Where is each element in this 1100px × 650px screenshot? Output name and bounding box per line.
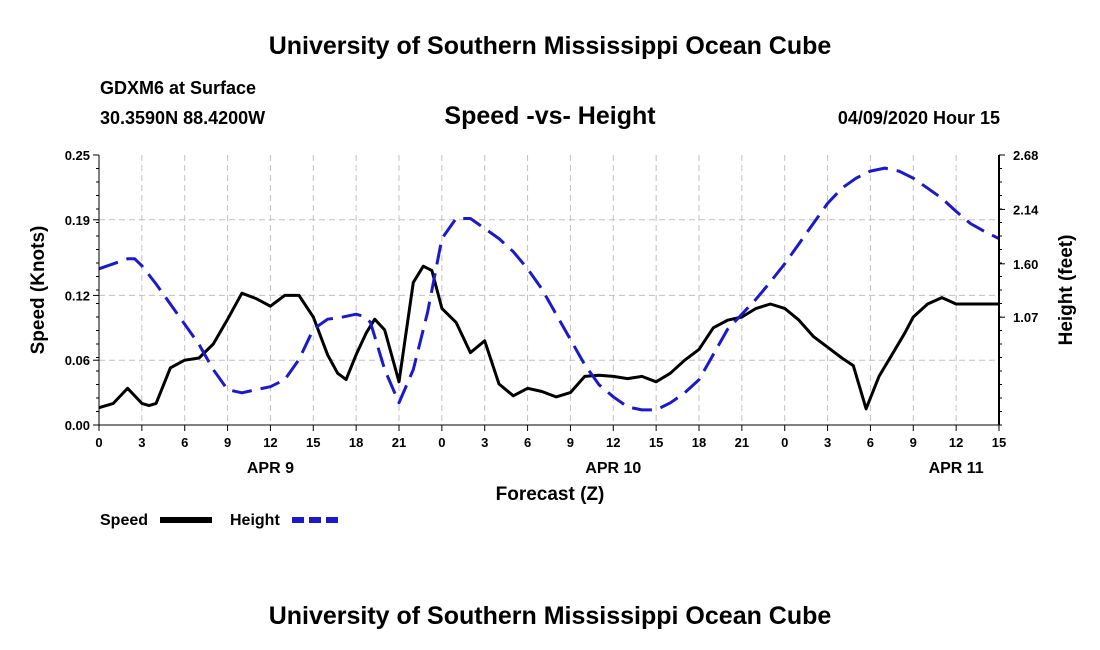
y-left-tick-label: 0.25	[65, 148, 90, 163]
station-label: GDXM6 at Surface	[100, 78, 256, 98]
x-tick-label: 6	[524, 435, 531, 450]
legend-speed-label: Speed	[100, 512, 148, 529]
y-left-tick-label: 0.00	[65, 418, 90, 433]
x-tick-label: 0	[95, 435, 102, 450]
y-left-tick-label: 0.12	[65, 288, 90, 303]
datetime-label: 04/09/2020 Hour 15	[838, 108, 1000, 128]
x-tick-label: 3	[481, 435, 488, 450]
series-layer	[98, 166, 1000, 412]
legend-height-label: Height	[230, 512, 280, 529]
coordinates-label: 30.3590N 88.4200W	[100, 108, 265, 128]
x-tick-label: 6	[867, 435, 874, 450]
x-tick-label: 3	[824, 435, 831, 450]
y-right-tick-label: 1.07	[1013, 310, 1038, 325]
x-tick-label: 12	[263, 435, 277, 450]
x-tick-label: 15	[306, 435, 320, 450]
y-left-tick-label: 0.06	[65, 353, 90, 368]
chart-title: Speed -vs- Height	[444, 102, 656, 130]
y-right-tick-label: 2.68	[1013, 148, 1038, 163]
day-label: APR 10	[585, 460, 641, 477]
x-tick-label: 0	[438, 435, 445, 450]
x-tick-label: 15	[992, 435, 1006, 450]
axes	[93, 154, 1005, 431]
x-tick-label: 9	[910, 435, 917, 450]
x-tick-label: 18	[349, 435, 363, 450]
y-right-tick-label: 2.14	[1013, 202, 1039, 217]
y-left-tick-label: 0.19	[65, 213, 90, 228]
series-line-speed	[98, 264, 999, 411]
y-axis-right-title: Height (feet)	[1056, 235, 1077, 346]
x-tick-label: 6	[181, 435, 188, 450]
x-tick-label: 21	[392, 435, 406, 450]
x-tick-label: 21	[735, 435, 749, 450]
x-tick-label: 18	[692, 435, 706, 450]
x-tick-label: 12	[606, 435, 620, 450]
y-right-tick-label: 1.60	[1013, 257, 1038, 272]
x-tick-label: 0	[781, 435, 788, 450]
x-tick-label: 9	[224, 435, 231, 450]
grid	[99, 155, 999, 425]
tick-labels: 0 3 6 9 12 15 18 21 0 3 6 9 12 15 18 21 0 3 6 9 12 15 APR 9 APR…	[65, 148, 1039, 477]
page-title: University of Southern Mississippi Ocean…	[269, 32, 832, 60]
day-label: APR 11	[929, 460, 984, 477]
x-axis-title: Forecast (Z)	[496, 484, 605, 505]
footer-title: University of Southern Mississippi Ocean…	[269, 602, 832, 630]
x-tick-label: 12	[949, 435, 963, 450]
legend: Speed Height	[100, 512, 342, 529]
day-label: APR 9	[247, 460, 294, 477]
x-tick-label: 9	[567, 435, 574, 450]
series-line-height	[98, 166, 1000, 412]
x-tick-label: 15	[649, 435, 663, 450]
x-tick-label: 3	[138, 435, 145, 450]
y-axis-left-title: Speed (Knots)	[28, 226, 49, 355]
